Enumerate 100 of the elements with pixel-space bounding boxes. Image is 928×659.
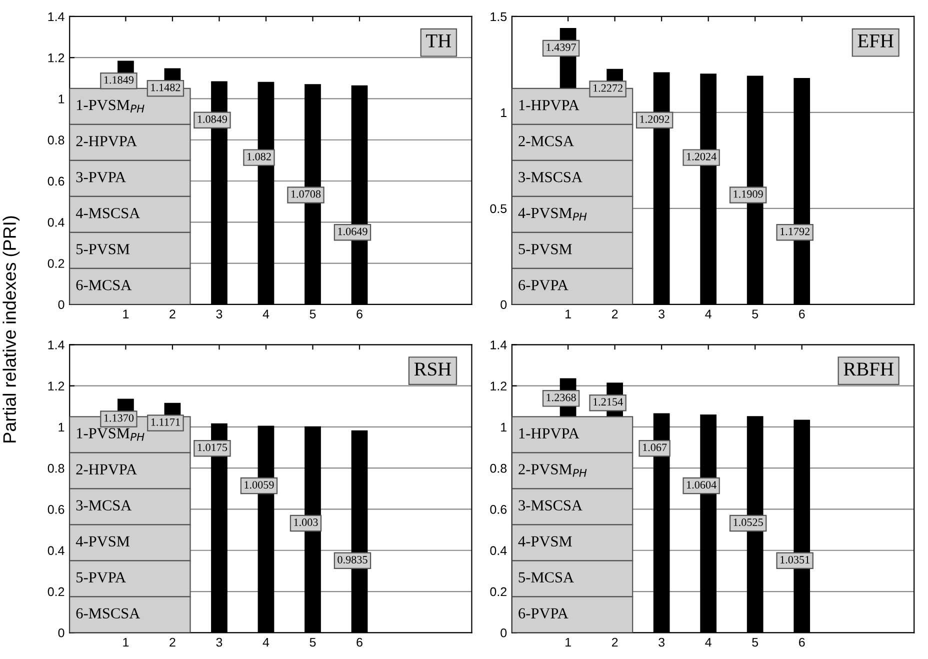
data-label: 1.2024 [687,152,716,160]
annotation: 5-PVSM [76,244,130,254]
y-tick-label: 1 [501,422,506,432]
y-tick-label: 0.6 [48,505,64,514]
x-tick-label: 2 [612,638,618,647]
text: TH [426,34,452,48]
annotation: 2-PVSM$_{PH}$ [518,464,587,477]
data-label: 1.0351 [780,556,810,564]
y-tick-label: 0.6 [490,505,507,514]
x-tick-label: 5 [752,310,758,318]
y-tick-label: 0.4 [48,218,64,227]
x-tick-label: 3 [216,638,222,647]
y-tick-label: 0.2 [490,587,506,596]
data-label: 1.0708 [291,190,321,198]
x-tick-label: 3 [658,310,665,318]
y-tick-label: 0.8 [48,464,64,473]
y-tick-label: 0.2 [48,587,64,596]
data-label: 1.0059 [244,481,274,489]
y-tick-label: 0.2 [48,259,64,268]
annotation: 2-HPVPA [76,136,137,146]
annotation: 5-PVPA [76,572,126,583]
y-tick-label: 1.2 [48,382,64,390]
y-tick-label: 0 [500,628,507,638]
x-tick-label: 3 [658,638,665,647]
x-tick-label: 1 [123,310,129,318]
x-tick-label: 2 [612,310,618,318]
x-tick-label: 6 [799,638,805,647]
annotation: 6-MSCSA [76,608,140,618]
x-tick-label: 4 [705,638,712,647]
annotation: 5-MCSA [518,572,574,582]
text: RSH [414,362,452,376]
x-tick-label: 3 [216,310,222,318]
y-tick-label: 0.4 [490,546,507,556]
data-label: 1.1370 [104,414,134,422]
y-tick-label: 1.4 [490,340,507,350]
y-tick-label: 0.8 [48,136,64,145]
annotation: 1-PVSM$_{PH}$ [76,428,144,441]
annotation: 1-HPVPA [519,428,580,439]
data-label: 1.1171 [151,418,180,426]
y-tick-label: 1.2 [48,53,64,62]
x-tick-label: 5 [310,310,316,318]
data-label: 1.0175 [198,444,228,452]
annotation: 3-MCSA [76,500,132,510]
x-tick-label: 1 [123,638,129,647]
data-label: 1.2092 [640,115,670,123]
data-label: 1.2154 [594,398,623,406]
data-label: 1.1909 [734,190,763,198]
x-tick-label: 2 [170,638,176,647]
data-label: 1.1792 [780,228,810,236]
data-label: 1.0849 [198,115,228,123]
y-tick-label: 0 [58,628,64,638]
data-label: 1.0604 [687,481,716,489]
annotation: 2-MCSA [518,136,574,146]
data-label: 1.067 [643,444,667,452]
x-tick-label: 6 [356,310,362,318]
x-tick-label: 2 [170,310,176,318]
y-tick-label: 1.5 [490,12,507,22]
data-label: 0.9835 [338,556,368,564]
data-label: 1.2272 [594,84,622,92]
annotation: 1-PVSM$_{PH}$ [76,100,144,113]
annotation: 3-MSCSA [518,500,582,510]
annotation: 6-MCSA [76,280,132,290]
annotation: 6-PVPA [518,280,568,290]
x-tick-label: 1 [566,638,571,647]
data-label: 1.4397 [546,44,576,52]
y-tick-label: 0.8 [490,464,507,473]
y-tick-label: 1.2 [490,382,506,390]
data-label: 1.2368 [546,394,576,402]
annotation: 4-PVSM$_{PH}$ [518,208,587,220]
data-label: 1.1482 [151,84,180,92]
x-tick-label: 5 [752,638,758,647]
x-tick-label: 4 [262,638,270,647]
y-tick-label: 0.6 [48,176,64,186]
x-tick-label: 5 [310,638,316,647]
x-tick-label: 4 [262,310,270,318]
text: EFH [858,34,894,48]
y-tick-label: 0.5 [490,204,507,214]
annotation: 4-PVSM [76,536,130,547]
y-tick-label: 0 [58,300,64,310]
annotation: 6-PVPA [518,608,568,619]
data-label: 1.1849 [104,76,134,84]
x-tick-label: 1 [566,310,571,318]
y-tick-label: 1 [58,422,64,432]
data-label: 1.003 [294,518,318,526]
annotation: 3-MSCSA [518,172,582,182]
y-tick-label: 0 [500,300,507,310]
data-label: 1.0649 [338,228,368,236]
annotation: 5-PVSM [518,244,572,254]
data-label: 1.0525 [734,518,763,526]
annotation: 1-HPVPA [519,100,580,110]
y-tick-label: 0.4 [48,546,64,556]
annotation: 3-PVPA [76,172,126,182]
annotation: 2-HPVPA [76,464,137,475]
y-tick-label: 1.4 [48,340,64,350]
x-tick-label: 6 [356,638,362,647]
annotation: 4-MSCSA [76,208,140,218]
x-tick-label: 4 [705,310,712,318]
y-tick-label: 1 [58,94,64,104]
annotation: 4-PVSM [518,536,572,547]
text: RBFH [844,362,894,376]
